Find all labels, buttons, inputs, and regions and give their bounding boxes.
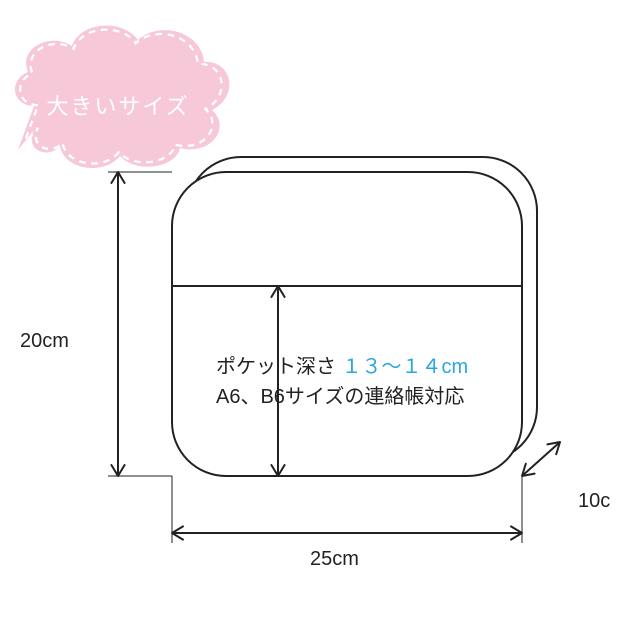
pocket-depth-value: １３～１４cm [342,356,469,378]
diagram-stage: 大きいサイズ 20cm 25cm 10c ポケット深さ １３～１４cm A6、B… [0,0,640,640]
size-badge: 大きいサイズ [0,10,240,180]
pocket-depth-label: ポケット深さ １３～１４cm [216,350,468,379]
pocket-note: A6、B6サイズの連絡帳対応 [216,380,464,409]
height-dimension-label: 20cm [20,330,69,353]
pocket-depth-prefix: ポケット深さ [216,356,336,378]
width-dimension-label: 25cm [310,548,359,571]
depth-dimension-label: 10c [578,490,610,513]
size-badge-label: 大きいサイズ [46,89,189,121]
